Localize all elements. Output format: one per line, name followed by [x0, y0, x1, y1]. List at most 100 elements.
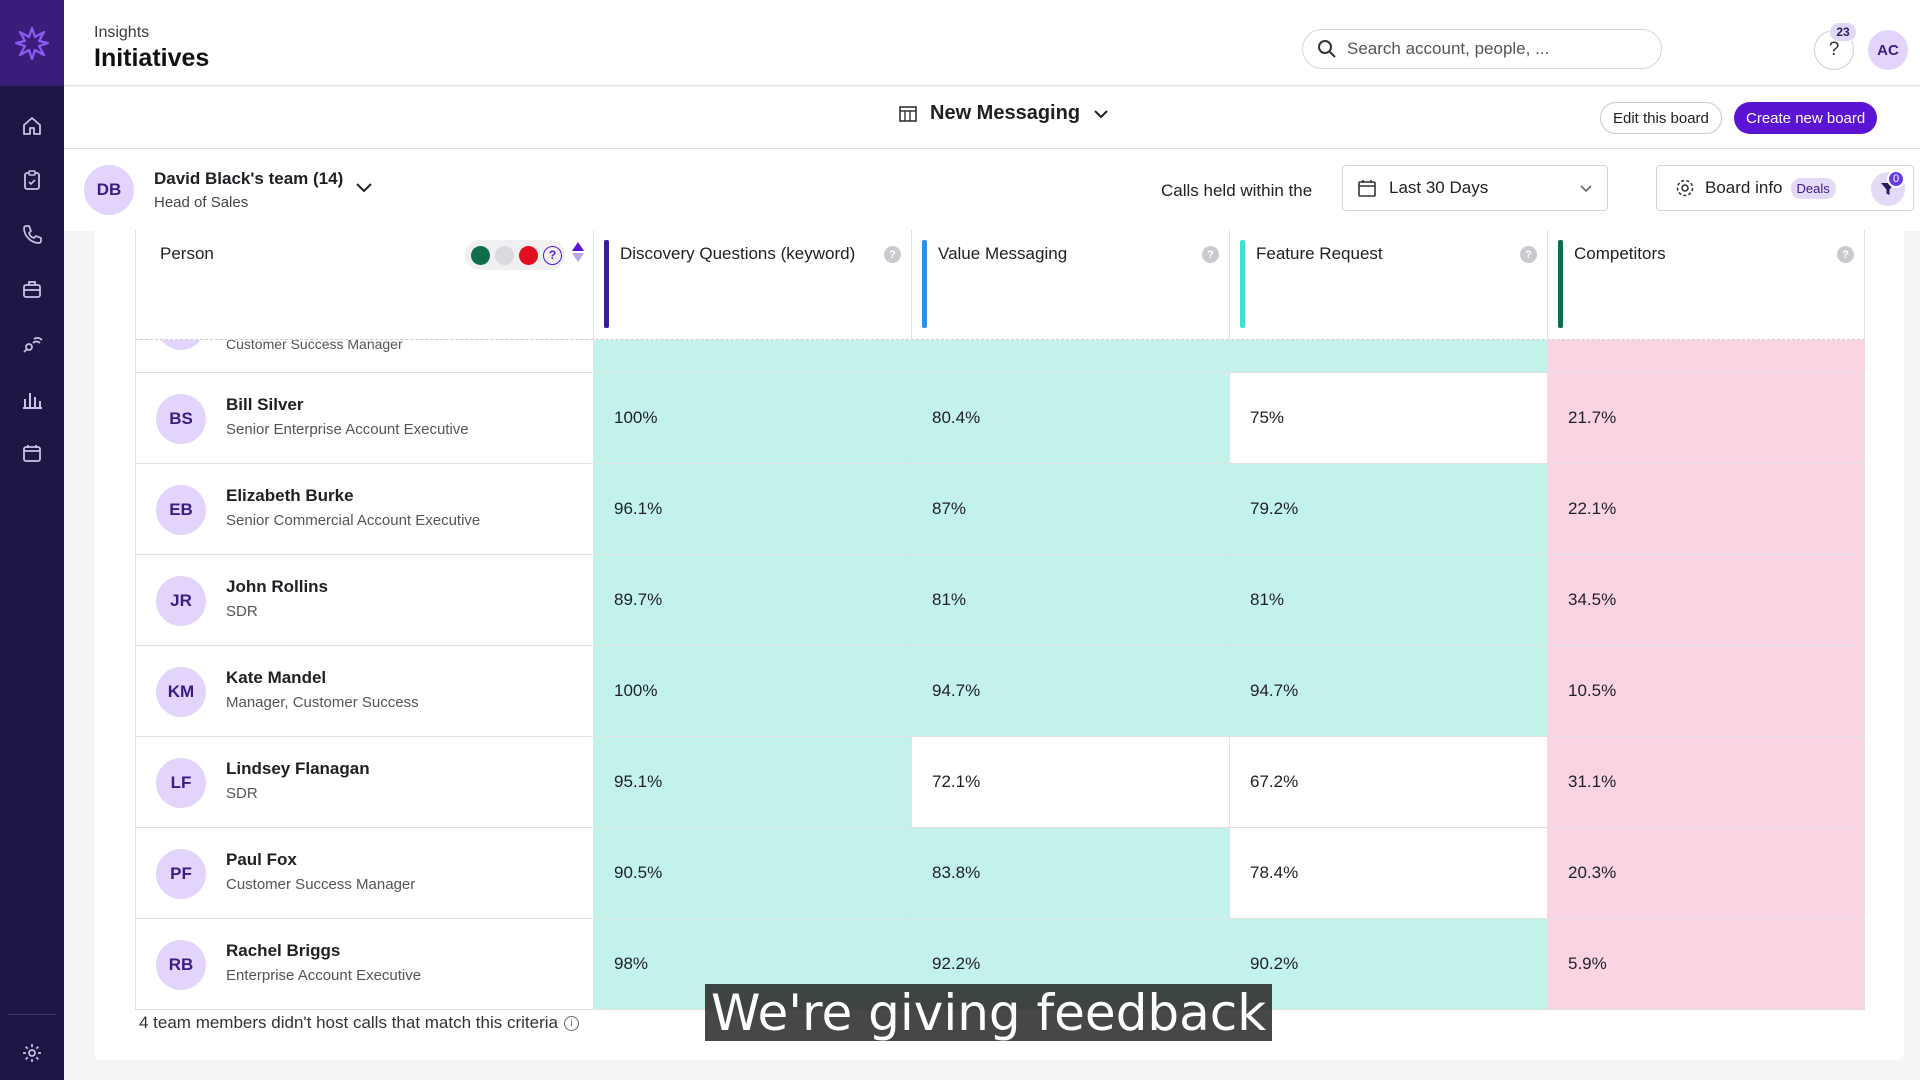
table-row[interactable]: JR John Rollins SDR 89.7% 81% 81% 34.5%	[135, 555, 1865, 646]
person-cell[interactable]: RB Rachel Briggs Enterprise Account Execut…	[135, 919, 593, 1009]
metric-cell[interactable]: 94.7%	[911, 646, 1229, 736]
column-help-icon[interactable]: ?	[1520, 246, 1537, 263]
filter-button[interactable]: 0	[1871, 170, 1905, 206]
person-role: Customer Success Manager	[226, 876, 416, 893]
column-help-icon[interactable]: ?	[884, 246, 901, 263]
metric-cell[interactable]: 81%	[911, 555, 1229, 645]
table-row[interactable]: EB Elizabeth Burke Senior Commercial Accou…	[135, 464, 1865, 555]
color-legend-toggle[interactable]: ?	[465, 240, 565, 270]
footer-note-text: 4 team members didn't host calls that ma…	[139, 1013, 558, 1032]
metric-cell[interactable]: 20.3%	[1547, 828, 1865, 918]
metric-cell[interactable]: 90.2%	[1229, 919, 1547, 1009]
person-name[interactable]: Elizabeth Burke	[226, 486, 354, 505]
metric-cell[interactable]: 81%	[1229, 555, 1547, 645]
table-row[interactable]: LF Lindsey Flanagan SDR 95.1% 72.1% 67.2% 31.1…	[135, 737, 1865, 828]
signal-icon[interactable]	[12, 324, 52, 364]
metric-cell[interactable]: 22.1%	[1547, 464, 1865, 554]
metric-cell[interactable]: 67.2%	[1229, 737, 1547, 827]
person-name[interactable]: John Rollins	[226, 577, 328, 596]
metric-cell[interactable]: 21.7%	[1547, 373, 1865, 463]
create-board-button[interactable]: Create new board	[1734, 102, 1878, 134]
column-header-discovery[interactable]: Discovery Questions (keyword) ?	[593, 230, 911, 340]
date-range-select[interactable]: Last 30 Days	[1342, 165, 1608, 211]
footer-note: 4 team members didn't host calls that ma…	[139, 1013, 579, 1033]
person-cell[interactable]: KM Kate Mandel Manager, Customer Success	[135, 646, 593, 736]
metric-cell[interactable]: 90.5%	[593, 828, 911, 918]
person-name[interactable]: Lindsey Flanagan	[226, 759, 370, 778]
metric-cell[interactable]: 89.7%	[593, 555, 911, 645]
column-header-feature-request[interactable]: Feature Request ?	[1229, 230, 1547, 340]
board-selector[interactable]: New Messaging	[898, 102, 1110, 125]
person-column-header[interactable]: Person ?	[135, 230, 593, 340]
column-color-bar	[1240, 240, 1245, 328]
column-help-icon[interactable]: ?	[1837, 246, 1854, 263]
metric-cell[interactable]: 95.1%	[593, 737, 911, 827]
search-input[interactable]	[1347, 39, 1637, 59]
metric-cell[interactable]: 100%	[593, 373, 911, 463]
person-cell[interactable]: JR John Rollins SDR	[135, 555, 593, 645]
metric-cell[interactable]: 31.1%	[1547, 737, 1865, 827]
app-logo[interactable]	[0, 0, 64, 86]
person-role: Senior Enterprise Account Executive	[226, 421, 469, 438]
metric-cell[interactable]: 75%	[1229, 373, 1547, 463]
calendar-icon[interactable]	[12, 433, 52, 473]
chevron-down-icon	[1094, 109, 1108, 118]
user-avatar[interactable]: AC	[1868, 30, 1908, 70]
table-row[interactable]: KM Kate Mandel Manager, Customer Success 10…	[135, 646, 1865, 737]
person-cell[interactable]: LF Lindsey Flanagan SDR	[135, 737, 593, 827]
person-cell[interactable]: EB Elizabeth Burke Senior Commercial Accou…	[135, 464, 593, 554]
metric-cell[interactable]: 34.5%	[1547, 555, 1865, 645]
column-help-icon[interactable]: ?	[1202, 246, 1219, 263]
gear-icon	[1676, 179, 1694, 197]
avatar: RB	[156, 940, 206, 990]
board-info-button[interactable]: Board info Deals 0	[1656, 165, 1914, 211]
home-icon[interactable]	[12, 106, 52, 146]
info-icon[interactable]: i	[563, 1015, 579, 1031]
person-role: SDR	[226, 603, 258, 620]
metric-cell[interactable]: 80.4%	[911, 373, 1229, 463]
table-row-partial[interactable]: Customer Success Manager	[135, 340, 1865, 373]
person-name[interactable]: Paul Fox	[226, 850, 297, 869]
bar-chart-icon[interactable]	[12, 379, 52, 419]
person-role: Enterprise Account Executive	[226, 967, 422, 984]
filter-bar: DB David Black's team (14) Head of Sales…	[64, 149, 1920, 231]
avatar: EB	[156, 485, 206, 535]
column-header-competitors[interactable]: Competitors ?	[1547, 230, 1865, 340]
column-label: Feature Request	[1256, 244, 1383, 263]
clipboard-icon[interactable]	[12, 160, 52, 200]
team-avatar: DB	[84, 165, 134, 215]
person-header-label: Person	[160, 244, 214, 263]
phone-icon[interactable]	[12, 214, 52, 254]
person-cell[interactable]: BS Bill Silver Senior Enterprise Account E…	[135, 373, 593, 463]
team-name[interactable]: David Black's team (14)	[154, 169, 344, 188]
metric-cell[interactable]: 72.1%	[911, 737, 1229, 827]
person-name[interactable]: Bill Silver	[226, 395, 304, 414]
person-cell[interactable]: PF Paul Fox Customer Success Manager	[135, 828, 593, 918]
metric-cell[interactable]: 78.4%	[1229, 828, 1547, 918]
legend-help-icon[interactable]: ?	[543, 245, 562, 265]
metric-cell[interactable]: 96.1%	[593, 464, 911, 554]
person-name[interactable]: Kate Mandel	[226, 668, 327, 687]
calendar-icon	[1358, 180, 1376, 197]
edit-board-button[interactable]: Edit this board	[1600, 102, 1722, 134]
breadcrumb[interactable]: Insights	[94, 24, 150, 41]
metric-cell[interactable]: 100%	[593, 646, 911, 736]
team-dropdown-chevron-icon[interactable]	[354, 177, 374, 202]
sort-arrows-icon[interactable]	[572, 242, 584, 262]
partial-competitor-cell	[1547, 340, 1865, 372]
briefcase-icon[interactable]	[12, 269, 52, 309]
table-row[interactable]: BS Bill Silver Senior Enterprise Account E…	[135, 373, 1865, 464]
metric-cell[interactable]: 83.8%	[911, 828, 1229, 918]
calls-label: Calls held within the	[1161, 181, 1313, 200]
table-row[interactable]: PF Paul Fox Customer Success Manager 90.5% 8…	[135, 828, 1865, 919]
metric-cell[interactable]: 5.9%	[1547, 919, 1865, 1009]
settings-gear-icon[interactable]	[12, 1033, 52, 1073]
metric-cell[interactable]: 10.5%	[1547, 646, 1865, 736]
metric-cell[interactable]: 94.7%	[1229, 646, 1547, 736]
metric-cell[interactable]: 79.2%	[1229, 464, 1547, 554]
search-box[interactable]	[1302, 29, 1662, 69]
metric-cell[interactable]: 87%	[911, 464, 1229, 554]
column-header-value-messaging[interactable]: Value Messaging ?	[911, 230, 1229, 340]
column-color-bar	[604, 240, 609, 328]
person-name[interactable]: Rachel Briggs	[226, 941, 341, 960]
